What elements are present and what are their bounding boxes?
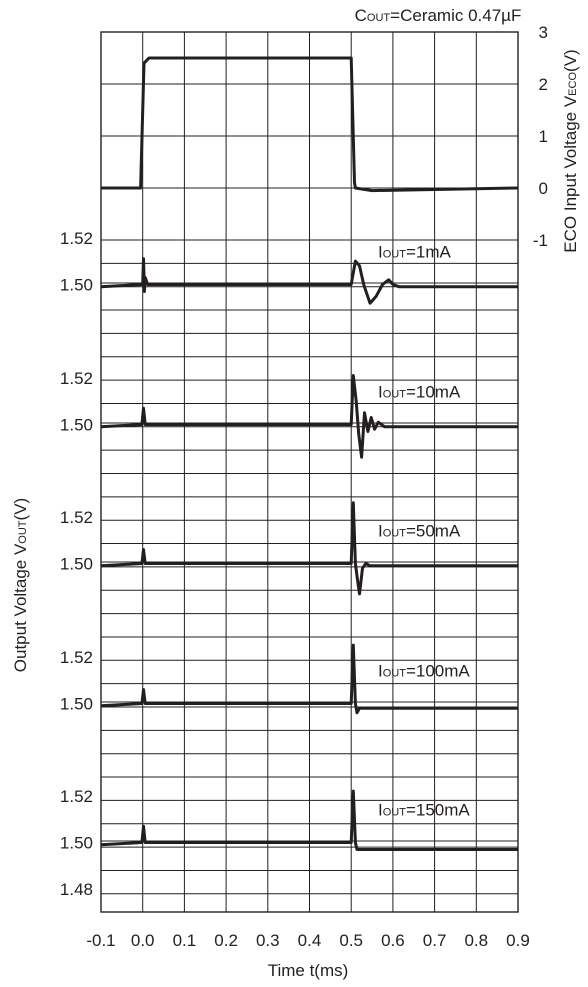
- x-tick-label: 0.9: [506, 931, 530, 950]
- eco-trace: [101, 56, 519, 193]
- x-tick-label: 0.0: [131, 931, 155, 950]
- vout-tick-label: 1.50: [60, 276, 93, 295]
- series-annotation: IOUT=1mA: [378, 243, 452, 262]
- vout-tick-label: 1.50: [60, 695, 93, 714]
- x-tick-label: 0.1: [173, 931, 197, 950]
- x-tick-label: 0.2: [214, 931, 238, 950]
- eco-tick-label: 2: [539, 75, 548, 94]
- vout-tick-label: 1.48: [60, 880, 93, 899]
- series-annotation: IOUT=10mA: [378, 383, 461, 402]
- vout-trace: [100, 374, 518, 459]
- x-tick-label: 0.7: [423, 931, 447, 950]
- plot-frame: [100, 31, 519, 913]
- vout-tick-label: 1.50: [60, 555, 93, 574]
- chart-title: COUT=Ceramic 0.47µF: [355, 6, 522, 25]
- grid-lines: [100, 31, 519, 912]
- vout-tick-label: 1.52: [60, 787, 93, 806]
- x-tick-label: 0.8: [464, 931, 488, 950]
- traces: [100, 56, 519, 851]
- vout-tick-label: 1.52: [60, 229, 93, 248]
- vout-tick-label: 1.50: [60, 416, 93, 435]
- eco-tick-label: -1: [533, 231, 548, 250]
- vout-tick-label: 1.52: [60, 369, 93, 388]
- vout-trace: [100, 789, 518, 851]
- vout-trace: [100, 257, 518, 305]
- eco-axis-label: ECO Input Voltage VECO(V): [561, 49, 580, 252]
- vout-tick-label: 1.50: [60, 834, 93, 853]
- x-axis-label: Time t(ms): [268, 961, 349, 980]
- vout-axis-label: Output Voltage VOUT(V): [11, 498, 30, 672]
- x-tick-label: -0.1: [86, 931, 115, 950]
- vout-trace: [100, 643, 518, 715]
- vout-tick-label: 1.52: [60, 508, 93, 527]
- vout-tick-label: 1.52: [60, 648, 93, 667]
- eco-tick-label: 0: [539, 179, 548, 198]
- eco-tick-label: 3: [539, 23, 548, 42]
- x-tick-label: 0.6: [381, 931, 405, 950]
- series-annotation: IOUT=50mA: [378, 522, 461, 541]
- series-annotation: IOUT=150mA: [378, 801, 470, 820]
- x-tick-label: 0.5: [339, 931, 363, 950]
- series-annotation: IOUT=100mA: [378, 662, 470, 681]
- eco-tick-label: 1: [539, 127, 548, 146]
- x-tick-label: 0.3: [256, 931, 280, 950]
- vout-trace: [100, 501, 518, 596]
- x-tick-label: 0.4: [298, 931, 322, 950]
- labels: -0.1 0.0 0.1 0.2 0.3 0.4 0.5 0.6 0.7 0.8 0.9 3 2 1 0 -1…: [60, 23, 548, 950]
